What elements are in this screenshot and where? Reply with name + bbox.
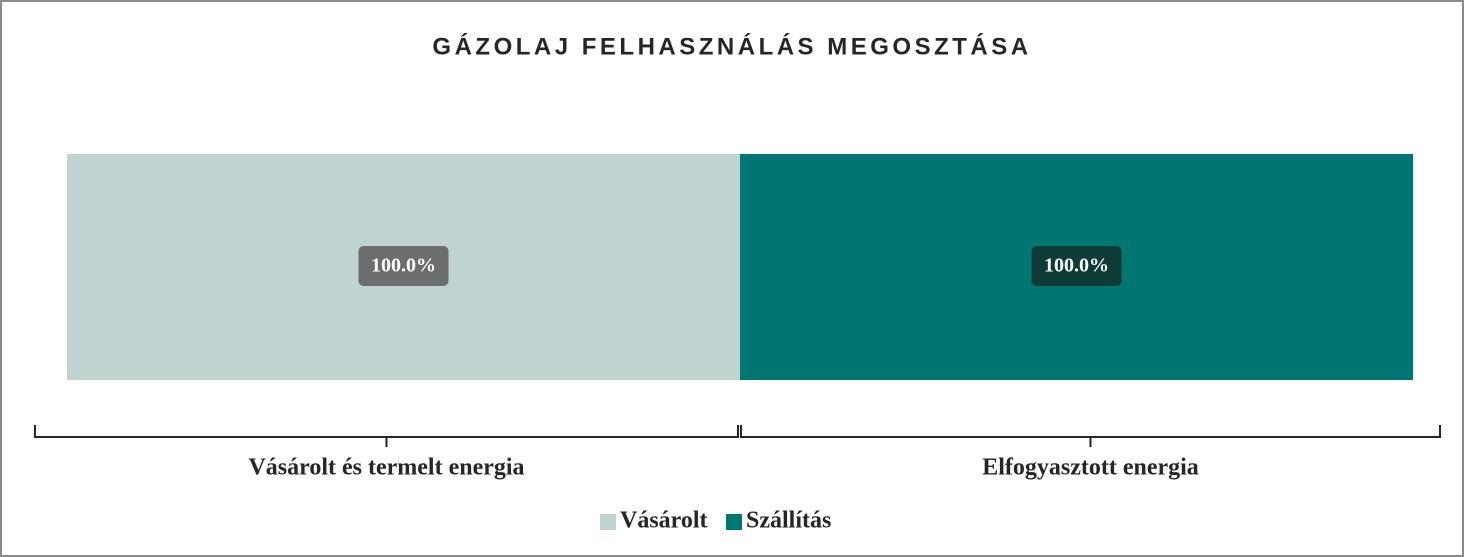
x-tick-label: Vásárolt és termelt energia [248,455,524,481]
legend-label: Szállítás [746,508,831,534]
value-label-box [1031,246,1122,286]
value-label: 100.0% [371,255,436,277]
value-label: 100.0% [1044,255,1109,277]
legend-swatch [726,514,742,530]
category-bracket [34,425,739,447]
x-tick-label: Elfogyasztott energia [982,455,1199,481]
legend-label: Vásárolt [620,508,708,534]
legend-swatch [600,514,616,530]
chart-title: GÁZOLAJ FELHASZNÁLÁS MEGOSZTÁSA [432,32,1031,60]
value-label-box [358,246,449,286]
category-bracket [740,425,1441,447]
